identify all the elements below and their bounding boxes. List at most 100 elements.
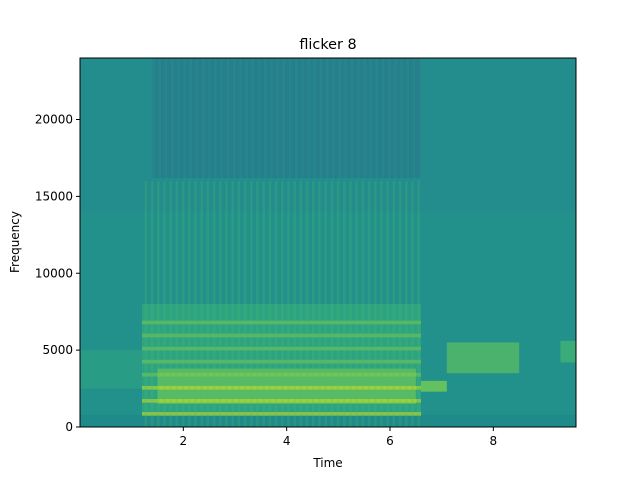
flicker-pulse-upper xyxy=(183,58,186,181)
flicker-pulse-upper xyxy=(319,58,323,181)
steady-tone xyxy=(421,380,447,392)
low-frequency-band xyxy=(80,414,576,427)
flicker-pulse xyxy=(398,181,402,427)
y-tick-label: 20000 xyxy=(35,113,73,127)
flicker-pulse xyxy=(187,181,191,427)
chart-title: flicker 8 xyxy=(299,37,356,53)
flicker-pulse xyxy=(256,181,259,427)
flicker-pulse-upper xyxy=(301,58,304,181)
early-faint-band xyxy=(80,350,142,389)
flicker-pulse xyxy=(305,181,309,427)
flicker-pulse xyxy=(194,181,197,427)
flicker-pulse-upper xyxy=(406,58,410,181)
flicker-pulse-upper xyxy=(232,58,236,181)
harmonic-band xyxy=(142,399,421,403)
flicker-pulse xyxy=(262,181,265,427)
harmonic-band xyxy=(142,346,421,351)
harmonic-band xyxy=(142,320,421,325)
flicker-pulse xyxy=(206,181,210,427)
flicker-pulse-upper xyxy=(375,58,379,181)
flicker-pulse xyxy=(231,181,234,427)
flicker-pulse xyxy=(169,181,172,427)
flicker-pulse xyxy=(150,181,154,427)
harmonic-band xyxy=(142,385,421,390)
flicker-pulse xyxy=(225,181,228,427)
flicker-pulse xyxy=(355,181,358,427)
flicker-pulse-upper xyxy=(226,58,230,181)
flicker-pulse xyxy=(268,181,272,427)
flicker-pulse xyxy=(411,181,414,427)
flicker-pulse-upper xyxy=(282,58,286,181)
flicker-pulse xyxy=(417,181,420,427)
flicker-pulse-upper xyxy=(239,58,242,181)
flicker-pulse xyxy=(318,181,321,427)
flicker-pulse xyxy=(243,181,247,427)
flicker-pulse xyxy=(293,181,296,427)
plot-area xyxy=(79,57,577,428)
spectrogram-heat xyxy=(80,58,576,427)
flicker-pulse-upper xyxy=(356,58,360,181)
flicker-pulse-upper xyxy=(313,58,317,181)
flicker-pulse-upper xyxy=(332,58,335,181)
flicker-pulse-upper xyxy=(152,58,155,181)
x-axis-label: Time xyxy=(312,456,342,470)
flicker-pulse-upper xyxy=(251,58,255,181)
flicker-pulse xyxy=(299,181,303,427)
flicker-pulse-upper xyxy=(189,58,193,181)
flicker-pulse-upper xyxy=(288,58,292,181)
flicker-pulse xyxy=(392,181,396,427)
x-tick-label: 8 xyxy=(490,434,498,448)
y-tick-label: 10000 xyxy=(35,266,73,280)
flicker-pulse-upper xyxy=(418,58,422,181)
flicker-pulse xyxy=(367,181,371,427)
flicker-pulse-upper xyxy=(381,58,385,181)
flicker-pulse-upper xyxy=(270,58,273,181)
flicker-pulse xyxy=(212,181,216,427)
flicker-pulse xyxy=(287,181,290,427)
mid-band xyxy=(446,342,520,374)
flicker-pulse-upper xyxy=(294,58,298,181)
flicker-pulse xyxy=(181,181,185,427)
flicker-pulse-upper xyxy=(245,58,248,181)
flicker-pulse xyxy=(311,181,315,427)
flicker-pulse xyxy=(163,181,166,427)
flicker-pulse-upper xyxy=(325,58,329,181)
flicker-pulse-upper xyxy=(387,58,391,181)
flicker-pulse xyxy=(373,181,377,427)
flicker-pulse-upper xyxy=(350,58,354,181)
flicker-pulse-upper xyxy=(307,58,310,181)
y-axis: 0 5000 10000 15000 20000 xyxy=(35,113,80,434)
flicker-pulse xyxy=(349,181,352,427)
x-axis: 2 4 6 8 xyxy=(180,427,498,448)
flicker-pulse-upper xyxy=(400,58,403,181)
flicker-pulse xyxy=(361,181,365,427)
flicker-pulse xyxy=(336,181,340,427)
flicker-pulse-upper xyxy=(394,58,397,181)
flicker-pulse xyxy=(386,181,389,427)
harmonic-band xyxy=(142,359,421,364)
flicker-pulse-upper xyxy=(220,58,224,181)
flicker-pulse xyxy=(280,181,284,427)
plot-frame xyxy=(79,57,577,428)
flicker-pulse-upper xyxy=(412,58,416,181)
flicker-pulse-upper xyxy=(363,58,366,181)
flicker-pulse xyxy=(324,181,327,427)
flicker-pulse xyxy=(249,181,253,427)
flicker-pulse xyxy=(237,181,241,427)
flicker-pulse xyxy=(380,181,383,427)
flicker-pulse xyxy=(200,181,203,427)
dark-upper-region xyxy=(152,58,422,178)
flicker-pulse-upper xyxy=(263,58,267,181)
harmonic-band xyxy=(142,412,421,416)
end-band xyxy=(560,340,576,363)
flicker-pulse xyxy=(218,181,222,427)
flicker-pulse-upper xyxy=(201,58,205,181)
flicker-pulse xyxy=(342,181,346,427)
flicker-pulse xyxy=(156,181,160,427)
flicker-pulse xyxy=(330,181,334,427)
flicker-pulse xyxy=(175,181,179,427)
harmonic-band xyxy=(142,333,421,338)
flicker-pulse-upper xyxy=(177,58,180,181)
flicker-pulse-upper xyxy=(214,58,217,181)
